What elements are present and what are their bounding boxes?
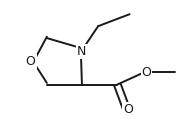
Text: O: O <box>123 103 133 116</box>
Text: N: N <box>77 45 87 58</box>
Text: O: O <box>142 66 151 79</box>
Text: O: O <box>26 55 36 68</box>
